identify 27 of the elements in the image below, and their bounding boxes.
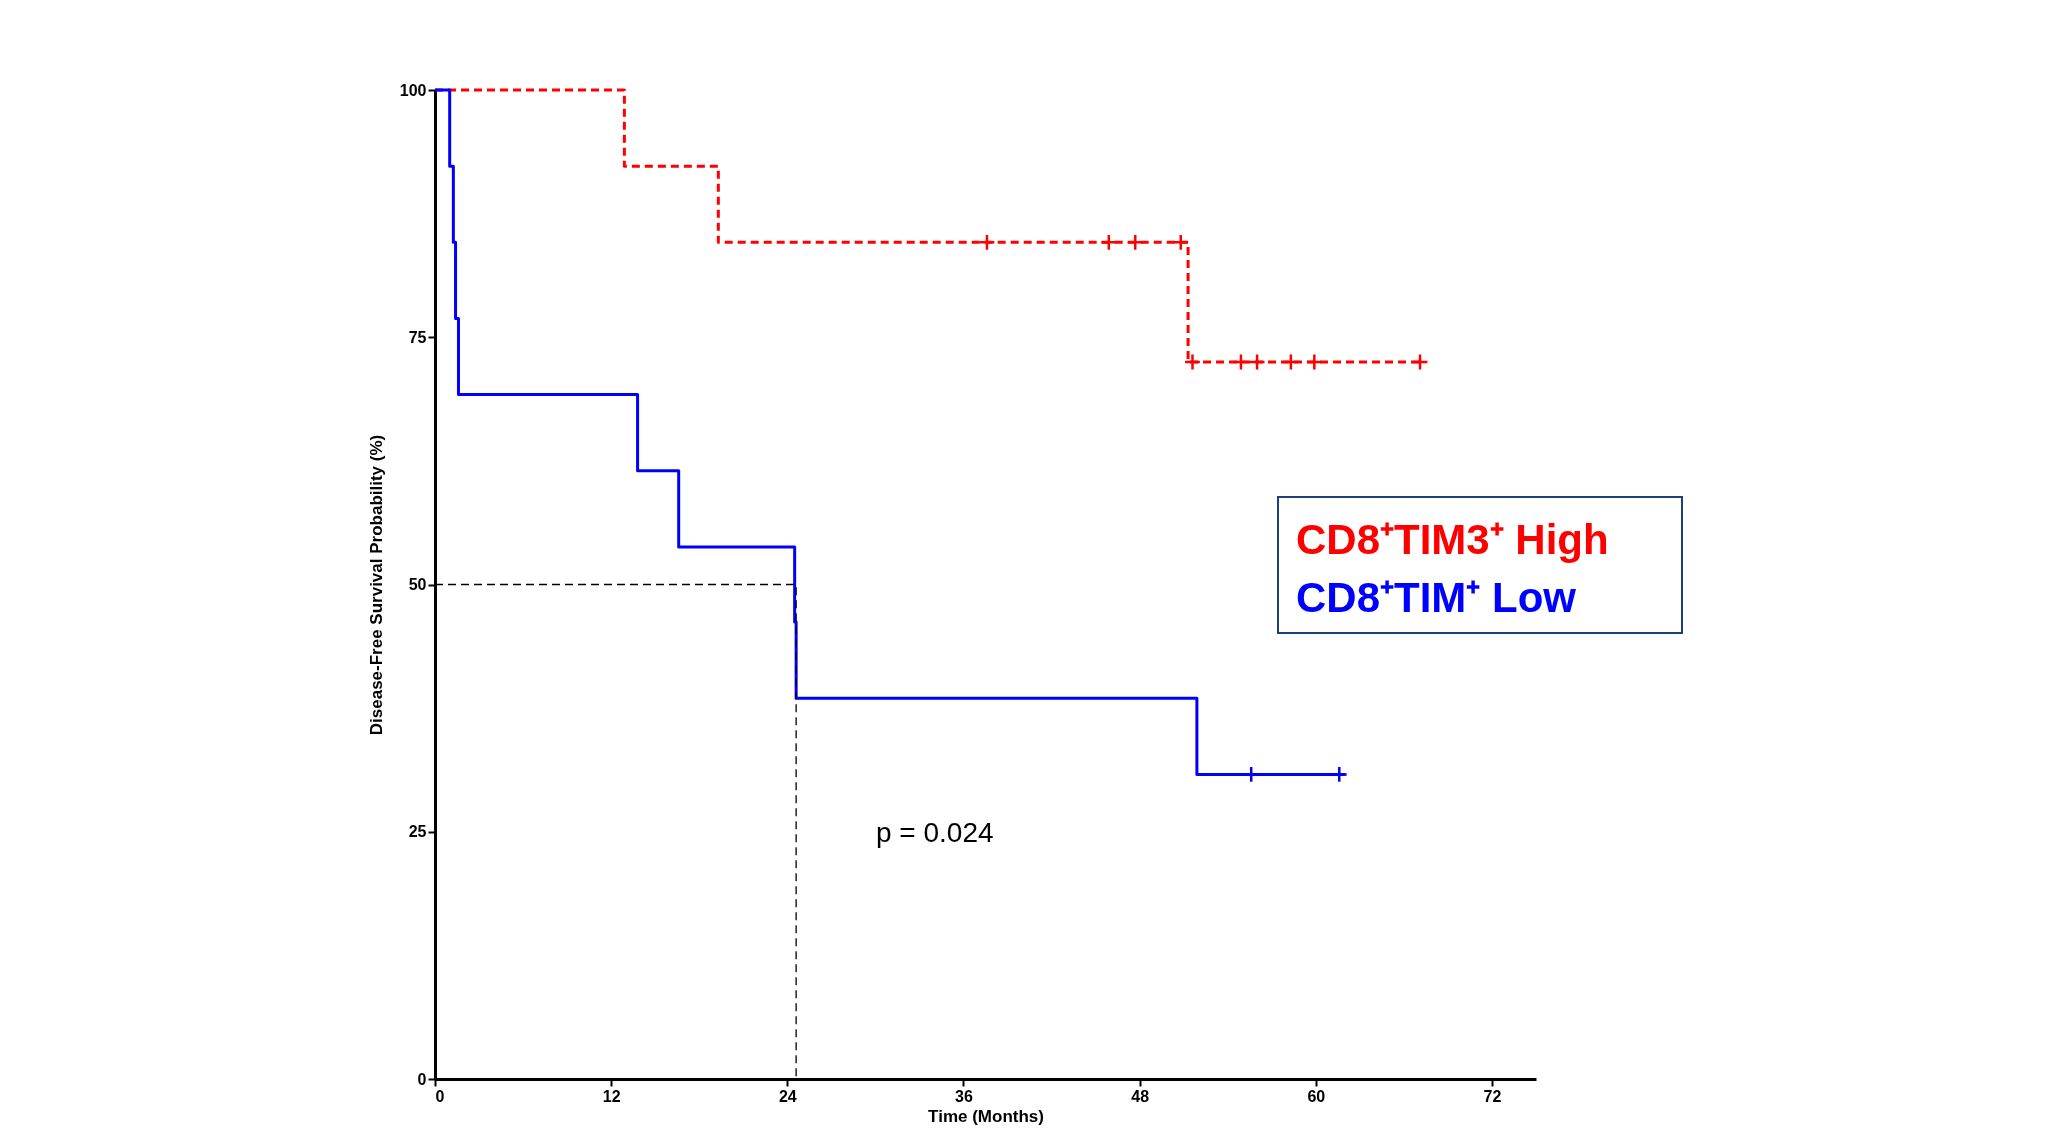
point	[1411, 353, 1429, 371]
point	[978, 233, 996, 251]
x-tick-label: 72	[1483, 1087, 1502, 1105]
point	[1183, 353, 1202, 371]
x-axis-title: Time (Months)	[928, 1106, 1044, 1126]
y-tick-label: 25	[408, 823, 427, 841]
point	[1126, 233, 1144, 251]
point	[1172, 233, 1190, 251]
x-tick-label: 12	[602, 1087, 621, 1105]
text: CD8⁺TIM⁺ Low	[1296, 574, 1577, 621]
point	[1232, 353, 1250, 371]
point	[1248, 353, 1266, 371]
x-tick-label: 60	[1307, 1087, 1326, 1105]
x-tick-label: 36	[955, 1087, 973, 1105]
y-tick-label: 50	[408, 576, 427, 593]
point	[1282, 353, 1300, 371]
y-axis-title: Disease-Free Survival Probability (%)	[366, 434, 386, 736]
point	[1100, 233, 1118, 251]
annotation: p = 0.024	[876, 817, 994, 848]
x-tick-label: 0	[435, 1087, 445, 1105]
x-tick-label: 24	[778, 1087, 797, 1105]
point	[1305, 353, 1323, 371]
text: CD8⁺TIM3⁺ High	[1296, 516, 1609, 563]
x-tick-label: 48	[1131, 1087, 1150, 1105]
y-tick-label: 100	[399, 81, 427, 99]
y-tick-label: 75	[408, 328, 427, 346]
y-tick-label: 0	[417, 1070, 427, 1088]
